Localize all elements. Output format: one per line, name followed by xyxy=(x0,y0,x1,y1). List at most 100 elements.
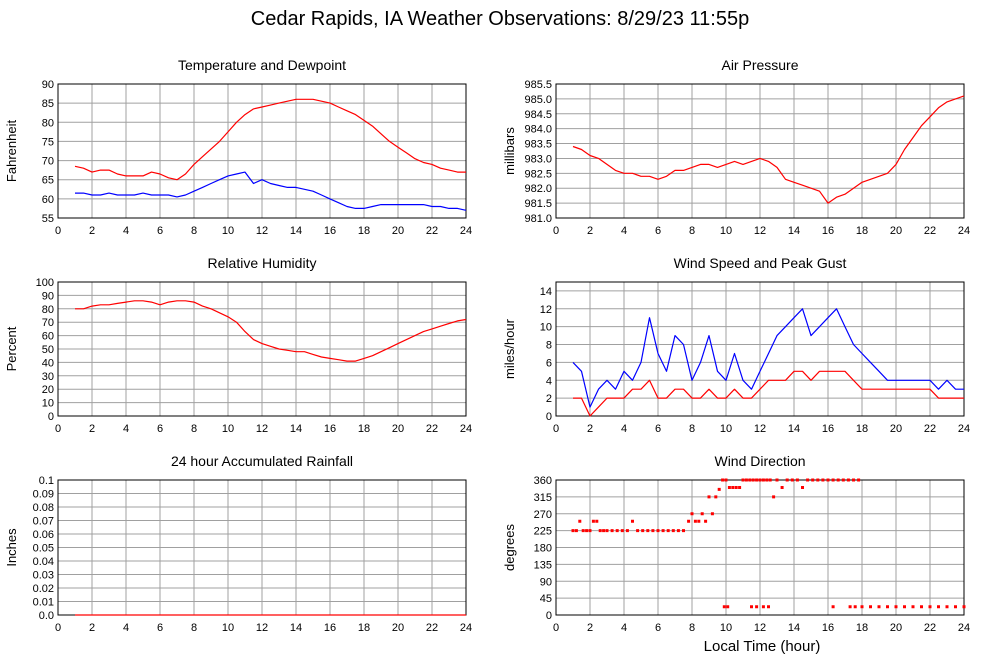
x-tick-label: 2 xyxy=(89,225,95,237)
scatter-point xyxy=(785,478,789,482)
y-tick-label: 0.08 xyxy=(33,502,54,514)
scatter-point xyxy=(574,529,578,533)
scatter-point xyxy=(671,529,675,533)
scatter-point xyxy=(755,478,759,482)
x-tick-label: 18 xyxy=(358,225,370,237)
x-tick-label: 4 xyxy=(621,423,627,435)
scatter-point xyxy=(682,529,685,533)
y-tick-label: 10 xyxy=(540,322,552,334)
x-tick-label: 12 xyxy=(256,225,268,237)
x-tick-label: 12 xyxy=(754,423,766,435)
series-line-1 xyxy=(74,98,466,181)
y-axis-label: Inches xyxy=(4,528,19,567)
y-tick-label: 70 xyxy=(42,156,54,168)
series-line-2 xyxy=(573,370,964,417)
y-tick-label: 8 xyxy=(546,340,552,352)
y-tick-label: 0 xyxy=(546,610,552,622)
y-tick-label: 60 xyxy=(42,194,54,206)
scatter-point xyxy=(605,529,609,533)
y-tick-label: 30 xyxy=(42,371,54,383)
scatter-point xyxy=(697,519,701,523)
scatter-point xyxy=(651,529,655,533)
scatter-point xyxy=(625,529,629,533)
x-tick-label: 16 xyxy=(822,622,834,634)
series-line-2 xyxy=(75,171,467,211)
x-tick-label: 8 xyxy=(689,622,695,634)
scatter-point xyxy=(806,478,810,482)
x-tick-label: 24 xyxy=(460,225,472,237)
x-tick-label: 6 xyxy=(157,225,163,237)
scatter-point xyxy=(641,529,645,533)
y-tick-label: 982.5 xyxy=(524,168,552,180)
scatter-point xyxy=(661,529,665,533)
series-line-1 xyxy=(75,300,467,362)
chart-title: Temperature and Dewpoint xyxy=(178,57,346,73)
scatter-point xyxy=(704,519,708,523)
x-tick-label: 8 xyxy=(689,225,695,237)
x-tick-label: 14 xyxy=(290,622,302,634)
scatter-point xyxy=(911,605,915,609)
x-tick-label: 22 xyxy=(924,423,936,435)
x-tick-label: 10 xyxy=(222,225,234,237)
x-tick-label: 16 xyxy=(324,225,336,237)
scatter-point xyxy=(877,605,881,609)
scatter-point xyxy=(676,529,680,533)
x-tick-label: 24 xyxy=(958,622,970,634)
y-tick-label: 985.5 xyxy=(524,79,552,91)
scatter-point xyxy=(620,529,624,533)
plot-frame xyxy=(57,83,467,219)
y-tick-label: 360 xyxy=(534,475,552,487)
scatter-point xyxy=(767,605,770,609)
x-tick-label: 14 xyxy=(290,423,302,435)
scatter-point xyxy=(693,519,697,523)
y-tick-label: 6 xyxy=(546,357,552,369)
x-tick-label: 14 xyxy=(788,622,800,634)
y-tick-label: 982.0 xyxy=(524,183,552,195)
scatter-point xyxy=(585,529,589,533)
y-tick-label: 100 xyxy=(36,277,54,289)
y-tick-label: 55 xyxy=(42,213,54,225)
x-tick-label: 18 xyxy=(358,423,370,435)
x-tick-label: 12 xyxy=(754,622,766,634)
y-tick-label: 981.0 xyxy=(524,213,552,225)
scatter-point xyxy=(636,529,640,533)
scatter-point xyxy=(928,605,932,609)
scatter-point xyxy=(598,529,602,533)
scatter-point xyxy=(721,478,725,482)
x-tick-label: 20 xyxy=(392,622,404,634)
y-tick-label: 0.0 xyxy=(39,610,54,622)
scatter-point xyxy=(831,605,835,609)
scatter-point xyxy=(821,478,825,482)
scatter-point xyxy=(726,605,730,609)
x-tick-label: 6 xyxy=(655,225,661,237)
page-title: Cedar Rapids, IA Weather Observations: 8… xyxy=(250,8,750,30)
scatter-point xyxy=(687,519,691,523)
y-tick-label: 65 xyxy=(42,175,54,187)
scatter-point xyxy=(801,486,804,489)
scatter-point xyxy=(741,478,745,482)
scatter-point xyxy=(811,478,815,482)
chart-title: Wind Speed and Peak Gust xyxy=(674,255,847,271)
y-tick-label: 0.05 xyxy=(33,543,54,555)
y-tick-label: 75 xyxy=(42,136,54,148)
x-tick-label: 18 xyxy=(856,423,868,435)
scatter-point xyxy=(734,486,738,489)
y-tick-label: 70 xyxy=(42,317,54,329)
scatter-point xyxy=(656,529,660,533)
x-tick-label: 22 xyxy=(426,423,438,435)
x-tick-label: 10 xyxy=(222,622,234,634)
y-tick-label: 0.01 xyxy=(33,597,54,609)
y-tick-label: 981.5 xyxy=(524,198,552,210)
scatter-point xyxy=(860,605,864,609)
scatter-point xyxy=(857,478,861,482)
y-axis-label: Percent xyxy=(4,326,19,371)
scatter-point xyxy=(631,519,634,523)
scatter-point xyxy=(595,519,599,523)
scatter-point xyxy=(748,478,752,482)
x-tick-label: 0 xyxy=(55,423,61,435)
x-tick-label: 16 xyxy=(822,225,834,237)
scatter-point xyxy=(744,478,748,482)
y-tick-label: 983.0 xyxy=(524,153,552,165)
